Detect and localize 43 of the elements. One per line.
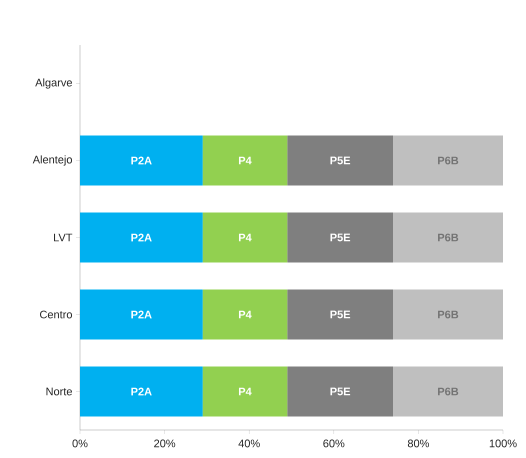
x-tick-label: 20% bbox=[154, 440, 176, 448]
bar bbox=[393, 136, 504, 186]
bar bbox=[202, 136, 288, 186]
bar bbox=[393, 366, 504, 417]
x-tick-label: 40% bbox=[238, 440, 260, 448]
bar bbox=[287, 290, 394, 340]
text: P2A bbox=[131, 234, 152, 242]
series-label: P4 bbox=[238, 156, 252, 164]
y-tick-label: Algarve bbox=[35, 78, 72, 89]
y-tick-label: LVT bbox=[54, 234, 72, 242]
bar bbox=[393, 290, 504, 340]
x-tick-label: 80% bbox=[408, 440, 430, 448]
bar bbox=[202, 366, 288, 417]
text: P6B bbox=[438, 388, 458, 396]
y-tick-label: Alentejo bbox=[32, 155, 72, 166]
text: P4 bbox=[238, 310, 252, 318]
bar bbox=[80, 136, 203, 186]
text: P2A bbox=[131, 310, 152, 318]
bar bbox=[202, 290, 288, 340]
series-label: P5E bbox=[330, 156, 350, 164]
text: P5E bbox=[330, 388, 350, 396]
bar bbox=[80, 290, 203, 340]
bar bbox=[80, 212, 203, 263]
bar bbox=[393, 212, 504, 263]
text: P5E bbox=[330, 234, 350, 242]
x-tick-label: 0% bbox=[72, 440, 88, 448]
y-tick-label: Centro bbox=[40, 310, 72, 318]
bar bbox=[80, 366, 203, 417]
text: P2A bbox=[131, 156, 152, 164]
series-label: P2A bbox=[131, 388, 152, 396]
text: P5E bbox=[330, 310, 350, 318]
text: P4 bbox=[238, 234, 252, 242]
text: P6B bbox=[438, 310, 458, 318]
y-tick-label: Norte bbox=[46, 388, 72, 396]
bar bbox=[287, 212, 394, 263]
bar bbox=[287, 366, 394, 417]
text: P6B bbox=[438, 234, 458, 242]
series-label: P6B bbox=[438, 156, 458, 164]
text: P4 bbox=[238, 388, 252, 396]
bar bbox=[287, 136, 394, 186]
x-tick-label: 100% bbox=[490, 440, 517, 448]
bar bbox=[202, 212, 288, 263]
x-tick-label: 60% bbox=[323, 440, 344, 448]
